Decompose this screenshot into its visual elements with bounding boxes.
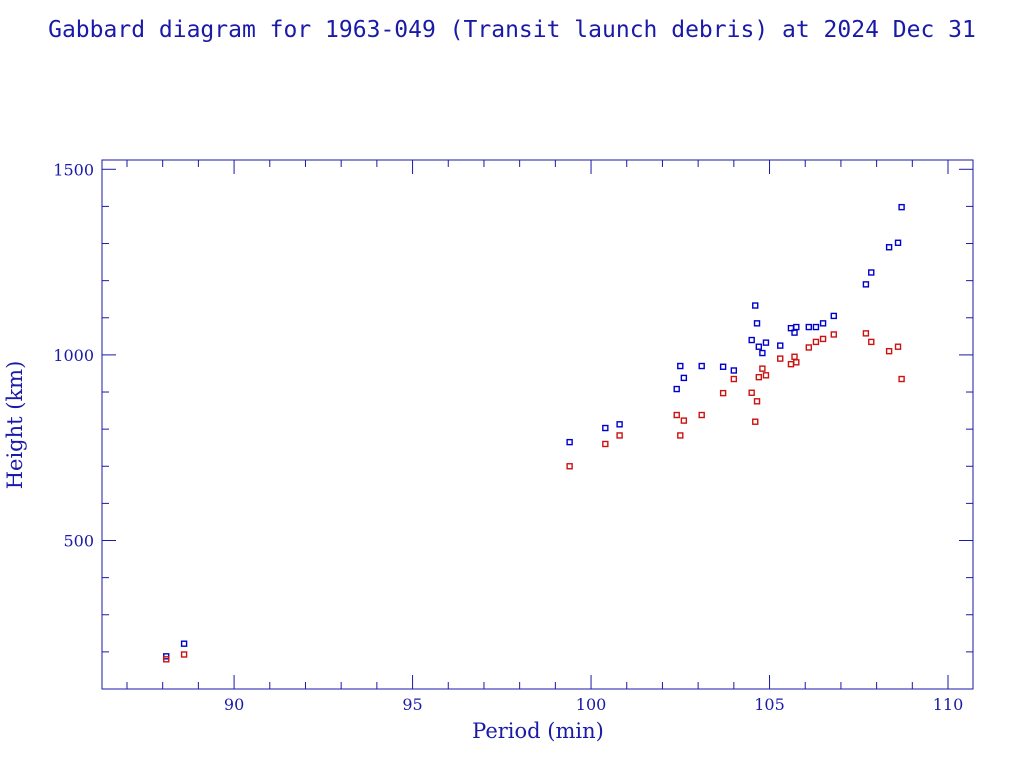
apogee-point bbox=[719, 363, 727, 370]
apogee-point bbox=[673, 385, 680, 393]
perigee-point bbox=[777, 355, 784, 362]
apogee-point bbox=[894, 239, 902, 246]
perigee-point bbox=[885, 347, 893, 355]
perigee-point bbox=[677, 432, 684, 439]
apogee-point bbox=[777, 342, 784, 349]
perigee-point bbox=[180, 651, 188, 658]
apogee-point bbox=[602, 424, 609, 432]
perigee-point bbox=[698, 411, 705, 419]
apogee-point bbox=[759, 349, 766, 357]
perigee-point bbox=[791, 353, 798, 360]
perigee-point bbox=[719, 389, 727, 397]
perigee-point bbox=[812, 338, 820, 346]
axis-tick-labels: 90 95 100 105 110 500 1000 1500 bbox=[53, 160, 963, 714]
apogee-point bbox=[677, 362, 684, 370]
apogee-point bbox=[830, 312, 837, 320]
apogee-point bbox=[752, 302, 759, 309]
apogee-point bbox=[180, 640, 188, 647]
perigee-point bbox=[793, 359, 800, 366]
perigee-point bbox=[602, 440, 609, 448]
apogee-point bbox=[793, 323, 800, 331]
y-tick-label: 1500 bbox=[53, 160, 94, 179]
apogee-point bbox=[616, 421, 623, 428]
apogee-point bbox=[748, 336, 755, 344]
apogee-point bbox=[566, 438, 573, 446]
data-points bbox=[163, 203, 905, 663]
apogee-point bbox=[762, 339, 770, 346]
apogee-point bbox=[812, 323, 820, 331]
x-tick-label: 110 bbox=[933, 695, 964, 714]
plot-frame bbox=[101, 159, 974, 690]
axis-ticks bbox=[102, 160, 973, 690]
perigee-point bbox=[753, 398, 761, 405]
perigee-point bbox=[819, 335, 827, 343]
apogee-point bbox=[698, 362, 705, 370]
perigee-point bbox=[862, 330, 870, 337]
perigee-point bbox=[730, 375, 738, 383]
perigee-point bbox=[868, 338, 875, 346]
apogee-point bbox=[755, 343, 763, 350]
x-tick-label: 90 bbox=[224, 695, 244, 714]
chart-title: Gabbard diagram for 1963-049 (Transit la… bbox=[48, 17, 976, 43]
x-tick-label: 95 bbox=[402, 695, 422, 714]
perigee-point bbox=[805, 344, 812, 351]
perigee-point bbox=[673, 411, 680, 419]
apogee-point bbox=[805, 323, 812, 331]
perigee-point bbox=[755, 373, 763, 381]
perigee-point bbox=[787, 360, 795, 368]
apogee-point bbox=[753, 320, 761, 327]
apogee-point bbox=[862, 281, 870, 288]
perigee-point bbox=[898, 375, 905, 383]
x-axis-label: Period (min) bbox=[472, 719, 604, 743]
apogee-point bbox=[885, 244, 893, 251]
y-tick-label: 500 bbox=[63, 532, 94, 551]
perigee-point bbox=[894, 343, 902, 350]
apogee-point bbox=[730, 367, 738, 374]
y-axis-label: Height (km) bbox=[3, 361, 27, 490]
perigee-point bbox=[680, 417, 688, 424]
perigee-point bbox=[566, 463, 573, 470]
perigee-point bbox=[830, 331, 837, 338]
perigee-point bbox=[759, 365, 766, 372]
x-tick-label: 100 bbox=[576, 695, 607, 714]
perigee-point bbox=[752, 418, 759, 425]
perigee-point bbox=[163, 656, 170, 663]
apogee-point bbox=[898, 203, 905, 211]
x-tick-label: 105 bbox=[754, 695, 785, 714]
perigee-point bbox=[616, 432, 623, 439]
perigee-point bbox=[748, 389, 755, 396]
apogee-point bbox=[819, 320, 827, 327]
apogee-point bbox=[868, 269, 875, 276]
perigee-point bbox=[762, 372, 770, 379]
apogee-point bbox=[680, 374, 688, 382]
y-tick-label: 1000 bbox=[53, 346, 94, 365]
